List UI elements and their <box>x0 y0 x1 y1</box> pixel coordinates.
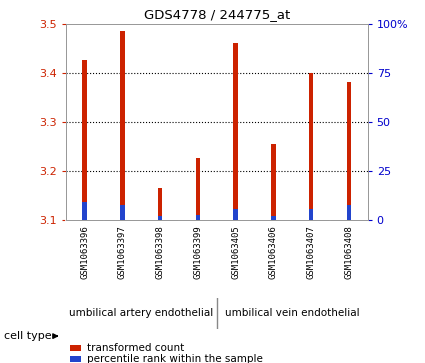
Bar <box>158 216 162 220</box>
Text: percentile rank within the sample: percentile rank within the sample <box>87 354 263 363</box>
Bar <box>70 345 81 351</box>
Text: transformed count: transformed count <box>87 343 184 353</box>
Text: umbilical vein endothelial: umbilical vein endothelial <box>225 308 360 318</box>
Text: GSM1063406: GSM1063406 <box>269 225 278 279</box>
Text: GSM1063408: GSM1063408 <box>344 225 353 279</box>
Bar <box>271 144 275 220</box>
Text: GSM1063407: GSM1063407 <box>306 225 315 279</box>
Text: GSM1063399: GSM1063399 <box>193 225 202 279</box>
Bar <box>233 43 238 220</box>
Bar <box>70 356 81 362</box>
Bar <box>346 205 351 220</box>
Text: GSM1063396: GSM1063396 <box>80 225 89 279</box>
Bar <box>82 203 87 220</box>
Bar <box>196 158 200 220</box>
Bar <box>82 60 87 220</box>
Bar <box>120 205 125 220</box>
Bar <box>233 209 238 220</box>
Text: GSM1063397: GSM1063397 <box>118 225 127 279</box>
Text: cell type: cell type <box>4 331 52 341</box>
Bar <box>196 215 200 220</box>
Text: GSM1063405: GSM1063405 <box>231 225 240 279</box>
Bar <box>271 216 275 220</box>
Text: umbilical artery endothelial: umbilical artery endothelial <box>69 308 213 318</box>
Title: GDS4778 / 244775_at: GDS4778 / 244775_at <box>144 8 290 21</box>
Bar <box>158 188 162 220</box>
Bar <box>120 31 125 220</box>
Bar <box>309 73 313 220</box>
Bar <box>346 82 351 220</box>
Text: GSM1063398: GSM1063398 <box>156 225 164 279</box>
Bar <box>309 209 313 220</box>
